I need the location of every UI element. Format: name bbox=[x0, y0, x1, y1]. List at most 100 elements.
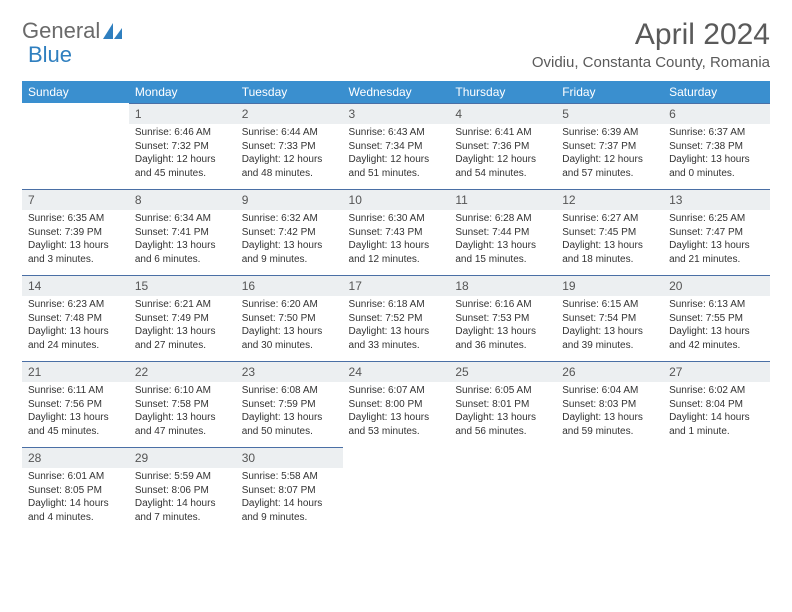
day-number bbox=[343, 447, 450, 452]
calendar-day-cell: 18Sunrise: 6:16 AMSunset: 7:53 PMDayligh… bbox=[449, 275, 556, 361]
calendar-day-cell: 12Sunrise: 6:27 AMSunset: 7:45 PMDayligh… bbox=[556, 189, 663, 275]
day-header: Sunday bbox=[22, 81, 129, 103]
calendar-day-cell: 7Sunrise: 6:35 AMSunset: 7:39 PMDaylight… bbox=[22, 189, 129, 275]
sunset-text: Sunset: 7:43 PM bbox=[349, 226, 444, 240]
sunset-text: Sunset: 7:45 PM bbox=[562, 226, 657, 240]
day-number: 19 bbox=[556, 275, 663, 296]
day-number: 30 bbox=[236, 447, 343, 468]
daylight-text: Daylight: 13 hours and 53 minutes. bbox=[349, 411, 444, 438]
day-content: Sunrise: 6:30 AMSunset: 7:43 PMDaylight:… bbox=[343, 210, 450, 272]
sunrise-text: Sunrise: 6:08 AM bbox=[242, 384, 337, 398]
day-content: Sunrise: 6:41 AMSunset: 7:36 PMDaylight:… bbox=[449, 124, 556, 186]
daylight-text: Daylight: 12 hours and 51 minutes. bbox=[349, 153, 444, 180]
day-content: Sunrise: 6:16 AMSunset: 7:53 PMDaylight:… bbox=[449, 296, 556, 358]
sunset-text: Sunset: 7:48 PM bbox=[28, 312, 123, 326]
day-number: 15 bbox=[129, 275, 236, 296]
calendar-day-cell: 1Sunrise: 6:46 AMSunset: 7:32 PMDaylight… bbox=[129, 103, 236, 189]
sunset-text: Sunset: 7:58 PM bbox=[135, 398, 230, 412]
sunrise-text: Sunrise: 6:01 AM bbox=[28, 470, 123, 484]
sunset-text: Sunset: 7:38 PM bbox=[669, 140, 764, 154]
calendar-day-cell: 10Sunrise: 6:30 AMSunset: 7:43 PMDayligh… bbox=[343, 189, 450, 275]
sunrise-text: Sunrise: 6:46 AM bbox=[135, 126, 230, 140]
day-content: Sunrise: 6:08 AMSunset: 7:59 PMDaylight:… bbox=[236, 382, 343, 444]
day-number bbox=[22, 103, 129, 108]
day-number: 16 bbox=[236, 275, 343, 296]
calendar-day-cell: 16Sunrise: 6:20 AMSunset: 7:50 PMDayligh… bbox=[236, 275, 343, 361]
day-number: 25 bbox=[449, 361, 556, 382]
day-number: 21 bbox=[22, 361, 129, 382]
daylight-text: Daylight: 14 hours and 9 minutes. bbox=[242, 497, 337, 524]
day-content: Sunrise: 6:27 AMSunset: 7:45 PMDaylight:… bbox=[556, 210, 663, 272]
month-title: April 2024 bbox=[532, 18, 770, 52]
day-number bbox=[663, 447, 770, 452]
sunset-text: Sunset: 8:06 PM bbox=[135, 484, 230, 498]
calendar-week-row: 14Sunrise: 6:23 AMSunset: 7:48 PMDayligh… bbox=[22, 275, 770, 361]
daylight-text: Daylight: 13 hours and 21 minutes. bbox=[669, 239, 764, 266]
day-content: Sunrise: 6:25 AMSunset: 7:47 PMDaylight:… bbox=[663, 210, 770, 272]
day-content: Sunrise: 6:32 AMSunset: 7:42 PMDaylight:… bbox=[236, 210, 343, 272]
sunrise-text: Sunrise: 6:35 AM bbox=[28, 212, 123, 226]
day-number: 9 bbox=[236, 189, 343, 210]
day-content: Sunrise: 6:18 AMSunset: 7:52 PMDaylight:… bbox=[343, 296, 450, 358]
daylight-text: Daylight: 12 hours and 48 minutes. bbox=[242, 153, 337, 180]
day-number: 3 bbox=[343, 103, 450, 124]
day-number: 17 bbox=[343, 275, 450, 296]
day-content: Sunrise: 6:34 AMSunset: 7:41 PMDaylight:… bbox=[129, 210, 236, 272]
calendar-day-cell: 19Sunrise: 6:15 AMSunset: 7:54 PMDayligh… bbox=[556, 275, 663, 361]
sunset-text: Sunset: 8:01 PM bbox=[455, 398, 550, 412]
day-content: Sunrise: 6:37 AMSunset: 7:38 PMDaylight:… bbox=[663, 124, 770, 186]
day-content: Sunrise: 6:35 AMSunset: 7:39 PMDaylight:… bbox=[22, 210, 129, 272]
daylight-text: Daylight: 13 hours and 56 minutes. bbox=[455, 411, 550, 438]
daylight-text: Daylight: 13 hours and 50 minutes. bbox=[242, 411, 337, 438]
daylight-text: Daylight: 14 hours and 7 minutes. bbox=[135, 497, 230, 524]
calendar-day-cell bbox=[22, 103, 129, 189]
calendar-day-cell bbox=[556, 447, 663, 533]
calendar-day-cell: 22Sunrise: 6:10 AMSunset: 7:58 PMDayligh… bbox=[129, 361, 236, 447]
sunset-text: Sunset: 8:04 PM bbox=[669, 398, 764, 412]
sunrise-text: Sunrise: 6:13 AM bbox=[669, 298, 764, 312]
day-number: 28 bbox=[22, 447, 129, 468]
day-number: 24 bbox=[343, 361, 450, 382]
sunset-text: Sunset: 8:03 PM bbox=[562, 398, 657, 412]
daylight-text: Daylight: 13 hours and 30 minutes. bbox=[242, 325, 337, 352]
calendar-day-cell: 11Sunrise: 6:28 AMSunset: 7:44 PMDayligh… bbox=[449, 189, 556, 275]
day-number bbox=[449, 447, 556, 452]
day-content: Sunrise: 6:21 AMSunset: 7:49 PMDaylight:… bbox=[129, 296, 236, 358]
day-content: Sunrise: 6:13 AMSunset: 7:55 PMDaylight:… bbox=[663, 296, 770, 358]
day-content: Sunrise: 6:44 AMSunset: 7:33 PMDaylight:… bbox=[236, 124, 343, 186]
day-content: Sunrise: 6:04 AMSunset: 8:03 PMDaylight:… bbox=[556, 382, 663, 444]
daylight-text: Daylight: 13 hours and 12 minutes. bbox=[349, 239, 444, 266]
day-number: 7 bbox=[22, 189, 129, 210]
daylight-text: Daylight: 13 hours and 45 minutes. bbox=[28, 411, 123, 438]
day-number: 29 bbox=[129, 447, 236, 468]
day-header: Tuesday bbox=[236, 81, 343, 103]
sunset-text: Sunset: 8:07 PM bbox=[242, 484, 337, 498]
sunset-text: Sunset: 7:32 PM bbox=[135, 140, 230, 154]
calendar-day-cell bbox=[343, 447, 450, 533]
calendar-day-cell: 4Sunrise: 6:41 AMSunset: 7:36 PMDaylight… bbox=[449, 103, 556, 189]
daylight-text: Daylight: 13 hours and 0 minutes. bbox=[669, 153, 764, 180]
sunrise-text: Sunrise: 6:32 AM bbox=[242, 212, 337, 226]
daylight-text: Daylight: 13 hours and 18 minutes. bbox=[562, 239, 657, 266]
sunrise-text: Sunrise: 6:37 AM bbox=[669, 126, 764, 140]
day-content: Sunrise: 6:28 AMSunset: 7:44 PMDaylight:… bbox=[449, 210, 556, 272]
sunrise-text: Sunrise: 6:05 AM bbox=[455, 384, 550, 398]
calendar-day-cell bbox=[449, 447, 556, 533]
sunrise-text: Sunrise: 6:04 AM bbox=[562, 384, 657, 398]
daylight-text: Daylight: 13 hours and 15 minutes. bbox=[455, 239, 550, 266]
sunset-text: Sunset: 7:55 PM bbox=[669, 312, 764, 326]
daylight-text: Daylight: 13 hours and 6 minutes. bbox=[135, 239, 230, 266]
calendar-week-row: 7Sunrise: 6:35 AMSunset: 7:39 PMDaylight… bbox=[22, 189, 770, 275]
day-number: 18 bbox=[449, 275, 556, 296]
calendar-week-row: 1Sunrise: 6:46 AMSunset: 7:32 PMDaylight… bbox=[22, 103, 770, 189]
calendar-day-cell: 2Sunrise: 6:44 AMSunset: 7:33 PMDaylight… bbox=[236, 103, 343, 189]
sunset-text: Sunset: 7:52 PM bbox=[349, 312, 444, 326]
day-number: 2 bbox=[236, 103, 343, 124]
sunrise-text: Sunrise: 6:07 AM bbox=[349, 384, 444, 398]
header: General April 2024 Ovidiu, Constanta Cou… bbox=[22, 18, 770, 71]
daylight-text: Daylight: 13 hours and 3 minutes. bbox=[28, 239, 123, 266]
sunset-text: Sunset: 7:36 PM bbox=[455, 140, 550, 154]
sunset-text: Sunset: 7:41 PM bbox=[135, 226, 230, 240]
sunset-text: Sunset: 7:49 PM bbox=[135, 312, 230, 326]
calendar-day-cell: 30Sunrise: 5:58 AMSunset: 8:07 PMDayligh… bbox=[236, 447, 343, 533]
